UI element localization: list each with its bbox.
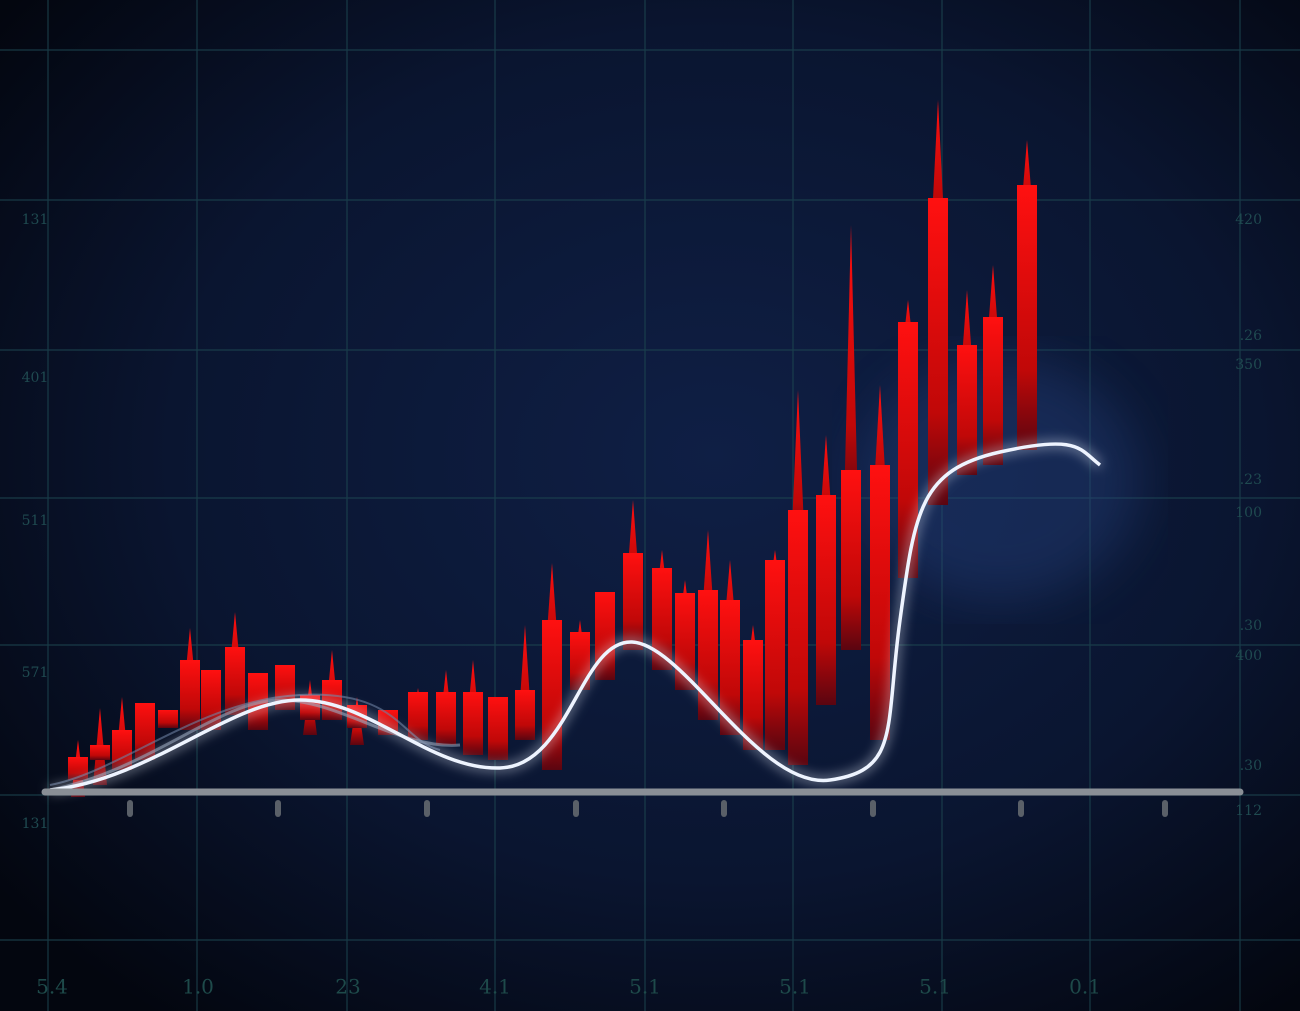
tick	[870, 800, 876, 817]
right-label: .26	[1240, 328, 1262, 344]
right-label: 350	[1235, 357, 1262, 373]
candle-body	[436, 692, 456, 745]
candle-body	[652, 568, 672, 670]
right-label: .23	[1240, 472, 1262, 488]
candle-body	[623, 553, 643, 650]
candle-body	[463, 692, 483, 755]
candle-body	[928, 198, 948, 505]
right-label: .30	[1240, 618, 1262, 634]
candle-body	[698, 590, 718, 720]
tick	[424, 800, 430, 817]
tick	[127, 800, 133, 817]
left-label: 511	[22, 513, 49, 529]
candle-body	[898, 322, 918, 578]
candle-body	[515, 690, 535, 740]
ticks	[127, 800, 1168, 817]
candle-body	[90, 745, 110, 760]
right-label: 112	[1235, 803, 1262, 819]
bottom-label: 4.1	[479, 975, 511, 999]
candle-body	[957, 345, 977, 475]
tick	[275, 800, 281, 817]
bottom-label: 5.1	[919, 975, 951, 999]
bottom-label: 5.1	[629, 975, 661, 999]
left-label: 401	[22, 370, 49, 386]
candle-body	[788, 510, 808, 765]
bottom-label: 0.1	[1069, 975, 1101, 999]
main-curve	[49, 442, 1102, 792]
candle-body	[180, 660, 200, 730]
candle-body	[201, 670, 221, 730]
candle-body	[1017, 185, 1037, 450]
candle-body	[983, 317, 1003, 465]
candle-body	[408, 692, 428, 740]
bottom-label: 1.0	[182, 975, 214, 999]
bottom-label: 23	[335, 975, 360, 999]
tick	[1018, 800, 1024, 817]
candle-body	[720, 600, 740, 735]
faded-curve	[49, 693, 441, 786]
candle-body	[542, 620, 562, 770]
candle-body	[743, 640, 763, 750]
wick	[844, 225, 858, 510]
tick	[1162, 800, 1168, 817]
candle-body	[841, 470, 861, 650]
tick	[573, 800, 579, 817]
candle-body	[816, 495, 836, 705]
bottom-label: 5.1	[779, 975, 811, 999]
candles	[68, 100, 1037, 797]
left-label: 131	[22, 816, 49, 832]
right-label: .30	[1240, 758, 1262, 774]
labels: 131 401 511 571 131 420 .26 350 .23 100 .30 400 .30 1…	[22, 212, 1262, 999]
candle-body	[570, 632, 590, 690]
candle-body	[135, 703, 155, 760]
candle-body	[870, 465, 890, 740]
tick	[721, 800, 727, 817]
candle-body	[225, 647, 245, 715]
candle-body	[158, 710, 178, 728]
left-label: 571	[22, 665, 49, 681]
right-label: 100	[1235, 505, 1262, 521]
bottom-label: 5.4	[36, 975, 68, 999]
candle-body	[675, 593, 695, 690]
curves	[49, 442, 1102, 792]
right-label: 400	[1235, 648, 1262, 664]
candle-body	[765, 560, 785, 750]
candle-body	[595, 592, 615, 680]
right-label: 420	[1235, 212, 1262, 228]
candle-body	[322, 680, 342, 720]
candle-body	[488, 697, 508, 760]
left-label: 131	[22, 212, 49, 228]
